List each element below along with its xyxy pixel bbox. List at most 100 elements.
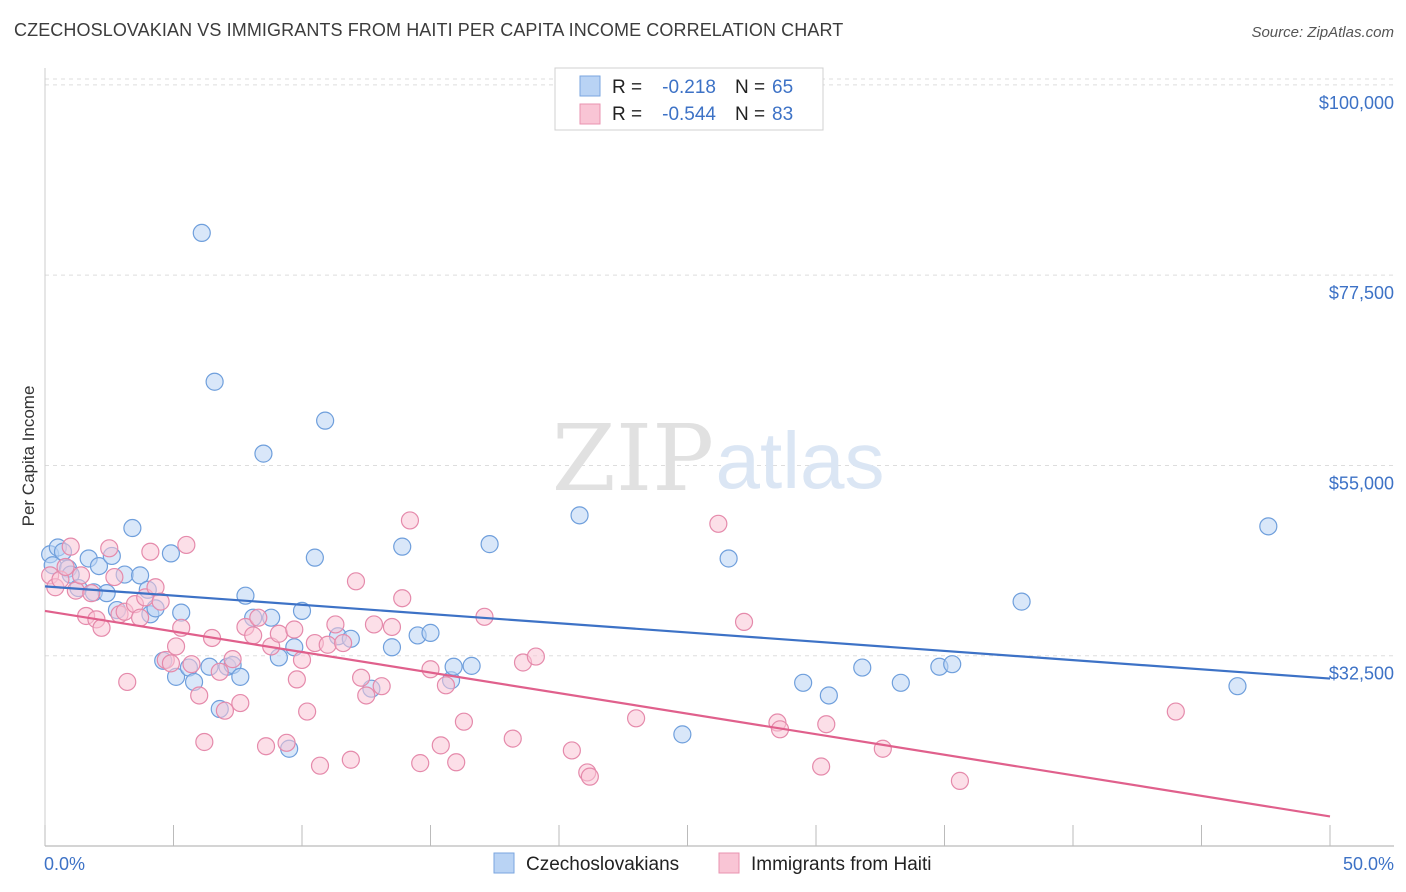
point-haiti	[256, 737, 276, 756]
point-haiti	[161, 654, 181, 673]
legend-n-label-2: N =	[735, 104, 765, 125]
legend-swatch-pink	[579, 103, 601, 125]
point-haiti	[372, 677, 391, 696]
x-tick-label-max: 50.0%	[1343, 854, 1394, 874]
trend-line-czechoslovakians	[44, 585, 1331, 680]
x-ticks	[44, 825, 1331, 846]
point-czechoslovakians	[719, 549, 738, 568]
point-czechoslovakians	[192, 223, 211, 243]
y-axis-label: Per Capita Income	[19, 386, 38, 527]
point-haiti	[56, 557, 75, 577]
y-tick-label: $55,000	[1329, 473, 1394, 493]
y-tick-labels: $32,500 $55,000 $77,500 $100,000	[1319, 93, 1394, 684]
legend-swatch-blue	[579, 75, 601, 97]
point-czechoslovakians	[462, 656, 481, 675]
point-haiti	[82, 584, 101, 603]
x-tick-label-min: 0.0%	[44, 854, 85, 874]
point-czechoslovakians	[123, 518, 142, 538]
point-haiti	[346, 572, 366, 591]
point-czechoslovakians	[421, 623, 440, 642]
point-czechoslovakians	[205, 372, 224, 391]
point-haiti	[817, 715, 836, 734]
y-tick-label: $77,500	[1329, 283, 1394, 303]
point-haiti	[400, 511, 420, 530]
point-haiti	[177, 535, 196, 555]
point-czechoslovakians	[480, 535, 499, 554]
point-czechoslovakians	[819, 686, 838, 705]
series-legend-label-1: Czechoslovakians	[526, 854, 679, 875]
point-haiti	[364, 615, 384, 634]
point-czechoslovakians	[161, 544, 181, 563]
series-legend: Czechoslovakians Immigrants from Haiti	[493, 852, 932, 875]
data-points	[41, 223, 1278, 790]
point-haiti	[393, 589, 412, 608]
point-haiti	[357, 686, 376, 705]
point-haiti	[709, 514, 728, 533]
point-haiti	[190, 686, 209, 705]
point-haiti	[950, 771, 970, 790]
point-haiti	[285, 620, 304, 639]
legend-r-label-2: R =	[612, 104, 642, 125]
legend-n-value-2: 83	[772, 104, 793, 125]
point-haiti	[382, 617, 402, 637]
watermark-atlas: atlas	[716, 416, 885, 505]
point-czechoslovakians	[97, 584, 116, 603]
point-czechoslovakians	[231, 667, 250, 686]
point-haiti	[298, 702, 317, 721]
point-czechoslovakians	[393, 537, 412, 556]
point-haiti	[182, 655, 201, 674]
point-haiti	[318, 635, 337, 654]
point-haiti	[210, 662, 229, 681]
legend-n-label-1: N =	[735, 77, 765, 98]
point-czechoslovakians	[89, 556, 109, 576]
point-haiti	[503, 729, 522, 748]
point-czechoslovakians	[254, 444, 273, 463]
point-czechoslovakians	[382, 638, 402, 657]
point-czechoslovakians	[570, 506, 589, 525]
point-haiti	[277, 733, 296, 752]
point-haiti	[141, 542, 160, 561]
point-czechoslovakians	[853, 658, 872, 677]
source-label: Source: ZipAtlas.com	[1251, 24, 1394, 41]
point-czechoslovakians	[305, 548, 324, 567]
point-haiti	[1166, 702, 1185, 721]
point-haiti	[352, 668, 371, 687]
legend-r-label-1: R =	[612, 77, 642, 98]
point-czechoslovakians	[1259, 517, 1278, 536]
point-czechoslovakians	[316, 411, 335, 430]
legend-r-value-2: -0.544	[662, 104, 716, 125]
point-haiti	[166, 637, 186, 656]
point-haiti	[411, 754, 430, 773]
point-haiti	[244, 626, 263, 645]
point-czechoslovakians	[673, 725, 692, 744]
point-haiti	[526, 647, 545, 666]
point-haiti	[626, 709, 646, 728]
point-czechoslovakians	[1012, 592, 1031, 611]
y-tick-label: $32,500	[1329, 664, 1394, 684]
y-tick-label: $100,000	[1319, 93, 1394, 113]
point-haiti	[431, 736, 450, 755]
point-czechoslovakians	[943, 655, 962, 674]
point-haiti	[812, 757, 831, 776]
correlation-legend: R = -0.218 N = 65 R = -0.544 N = 83	[554, 67, 824, 131]
point-haiti	[215, 701, 234, 720]
point-czechoslovakians	[891, 673, 910, 692]
point-haiti	[71, 566, 91, 585]
series-legend-label-2: Immigrants from Haiti	[751, 854, 932, 875]
point-haiti	[151, 592, 170, 611]
chart-title: CZECHOSLOVAKIAN VS IMMIGRANTS FROM HAITI…	[14, 20, 844, 40]
point-czechoslovakians	[1228, 677, 1247, 696]
point-haiti	[447, 753, 466, 772]
legend-r-value-1: -0.218	[662, 77, 716, 98]
point-haiti	[454, 712, 474, 731]
series-legend-swatch-pink	[718, 852, 740, 874]
point-haiti	[421, 660, 440, 679]
point-haiti	[249, 608, 268, 627]
gridlines	[45, 78, 1394, 657]
trend-lines	[44, 585, 1331, 818]
point-haiti	[61, 537, 80, 556]
point-haiti	[231, 693, 250, 713]
trend-line-haiti	[44, 609, 1331, 818]
point-haiti	[66, 581, 85, 600]
